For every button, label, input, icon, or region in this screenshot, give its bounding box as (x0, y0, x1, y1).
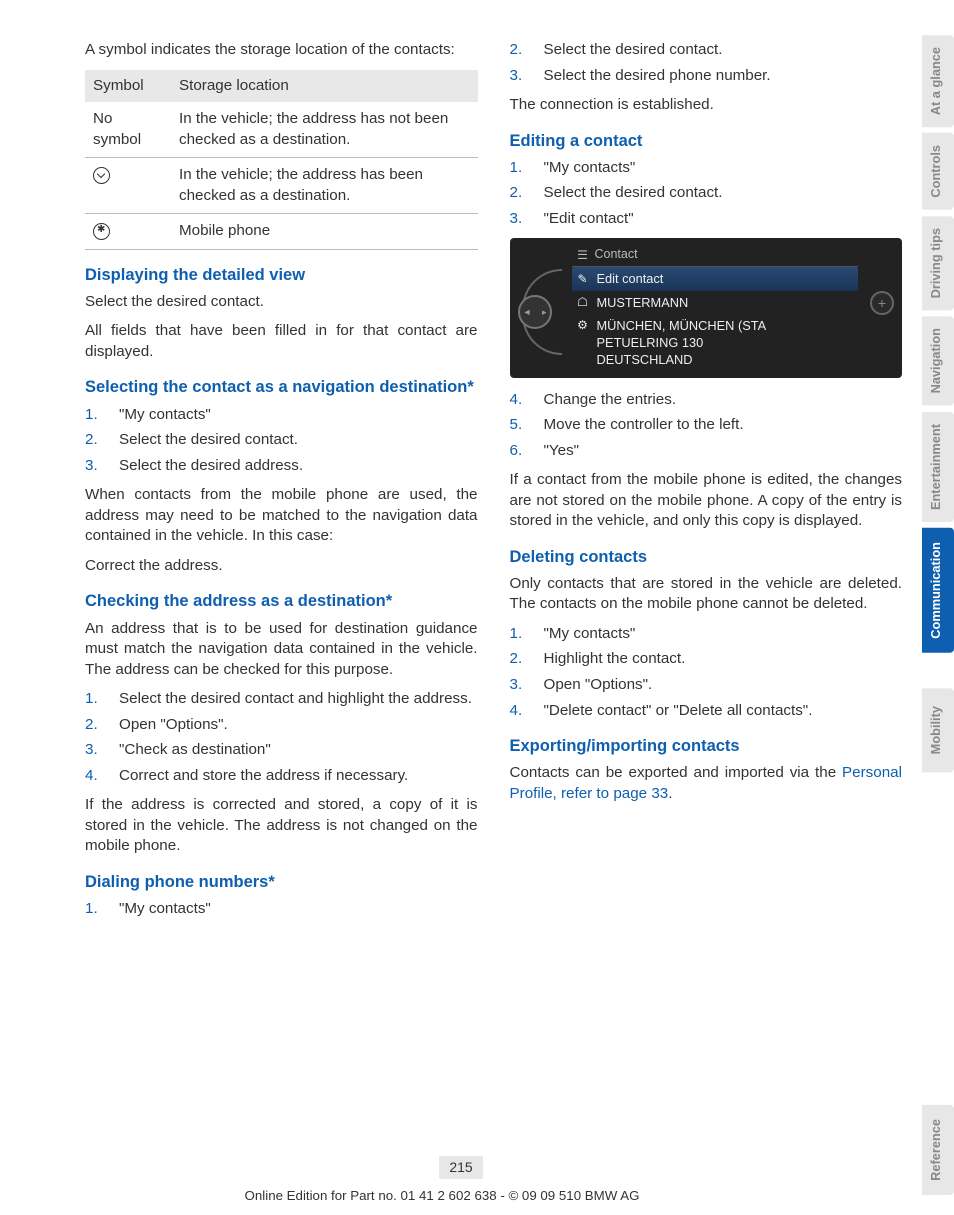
table-header-location: Storage location (171, 70, 478, 103)
idrive-row-name: ☖ MUSTERMANN (572, 291, 859, 314)
idrive-row-edit: ✎ Edit contact (572, 267, 859, 290)
list-item: Select the desired contact and highlight… (85, 689, 478, 710)
body-text: Contacts can be exported and imported vi… (510, 763, 903, 804)
person-icon: ☖ (576, 294, 590, 310)
table-cell-icon (85, 158, 171, 214)
list-item: Move the controller to the left. (510, 415, 903, 436)
table-cell-icon (85, 214, 171, 250)
step-list: "My contacts" Select the desired contact… (510, 158, 903, 230)
list-item: Select the desired address. (85, 456, 478, 477)
step-list: Change the entries. Move the controller … (510, 390, 903, 462)
list-item: Highlight the contact. (510, 649, 903, 670)
table-header-symbol: Symbol (85, 70, 171, 103)
list-icon: ☰ (576, 247, 590, 263)
step-list: "My contacts" Select the desired contact… (85, 405, 478, 477)
footer-text: Online Edition for Part no. 01 41 2 602 … (0, 1187, 884, 1205)
list-item: "My contacts" (510, 624, 903, 645)
tab-communication[interactable]: Communication (922, 528, 954, 653)
tab-mobility[interactable]: Mobility (922, 688, 954, 772)
list-item: "Edit contact" (510, 209, 903, 230)
heading-check-dest: Checking the address as a destination* (85, 590, 478, 612)
body-text: Select the desired contact. (85, 292, 478, 313)
tab-entertainment[interactable]: Entertainment (922, 412, 954, 522)
list-item: Select the desired contact. (510, 183, 903, 204)
table-cell: In the vehicle; the address has been che… (171, 158, 478, 214)
body-text: The connection is established. (510, 95, 903, 116)
step-list: Select the desired contact. Select the d… (510, 40, 903, 86)
tab-controls[interactable]: Controls (922, 133, 954, 210)
list-item: "My contacts" (85, 405, 478, 426)
pencil-icon: ✎ (576, 271, 590, 287)
heading-editing: Editing a contact (510, 130, 903, 152)
tab-driving-tips[interactable]: Driving tips (922, 216, 954, 310)
intro-text: A symbol indicates the storage location … (85, 40, 478, 61)
list-item: "My contacts" (510, 158, 903, 179)
tab-reference[interactable]: Reference (922, 1105, 954, 1195)
heading-deleting: Deleting contacts (510, 546, 903, 568)
list-item: Select the desired phone number. (510, 66, 903, 87)
step-list: "My contacts" Highlight the contact. Ope… (510, 624, 903, 721)
body-text: An address that is to be used for destin… (85, 619, 478, 681)
list-item: "My contacts" (85, 899, 478, 920)
table-cell: Mobile phone (171, 214, 478, 250)
list-item: "Yes" (510, 441, 903, 462)
body-text: Correct the address. (85, 556, 478, 577)
body-text: Only contacts that are stored in the veh… (510, 574, 903, 615)
list-item: "Delete contact" or "Delete all contacts… (510, 701, 903, 722)
tab-navigation[interactable]: Navigation (922, 316, 954, 405)
idrive-left-arc: ◄▸ (518, 247, 564, 369)
step-list: "My contacts" (85, 899, 478, 920)
idrive-screenshot: ◄▸ ☰ Contact ✎ Edit contact ☖ MUSTERMANN (510, 238, 903, 377)
idrive-row-address: ⚙ MÜNCHEN, MÜNCHEN (STA PETUELRING 130 D… (572, 314, 859, 372)
list-item: Select the desired contact. (85, 430, 478, 451)
list-item: Change the entries. (510, 390, 903, 411)
plus-icon: + (870, 291, 894, 315)
body-text: If a contact from the mobile phone is ed… (510, 470, 903, 532)
list-item: Select the desired contact. (510, 40, 903, 61)
idrive-right-arc: + (866, 247, 894, 369)
page-number-wrap: 215 (0, 1156, 922, 1179)
table-cell: In the vehicle; the address has not been… (171, 102, 478, 158)
mobile-phone-icon (93, 223, 110, 240)
heading-exporting: Exporting/importing contacts (510, 735, 903, 757)
list-item: Correct and store the address if necessa… (85, 766, 478, 787)
table-cell: No symbol (85, 102, 171, 158)
vehicle-checked-icon (93, 167, 110, 184)
list-item: "Check as destination" (85, 740, 478, 761)
list-item: Open "Options". (510, 675, 903, 696)
heading-detailed-view: Displaying the detailed view (85, 264, 478, 286)
controller-knob-icon: ◄▸ (518, 295, 552, 329)
globe-icon: ⚙ (576, 317, 590, 333)
idrive-header: ☰ Contact (572, 244, 859, 267)
page-number: 215 (439, 1156, 482, 1179)
heading-dialing: Dialing phone numbers* (85, 871, 478, 893)
list-item: Open "Options". (85, 715, 478, 736)
heading-nav-dest: Selecting the contact as a navigation de… (85, 376, 478, 398)
symbol-table: Symbol Storage location No symbol In the… (85, 70, 478, 250)
step-list: Select the desired contact and highlight… (85, 689, 478, 786)
tab-at-a-glance[interactable]: At a glance (922, 35, 954, 127)
body-text: If the address is corrected and stored, … (85, 795, 478, 857)
body-text: All fields that have been filled in for … (85, 321, 478, 362)
body-text: When contacts from the mobile phone are … (85, 485, 478, 547)
